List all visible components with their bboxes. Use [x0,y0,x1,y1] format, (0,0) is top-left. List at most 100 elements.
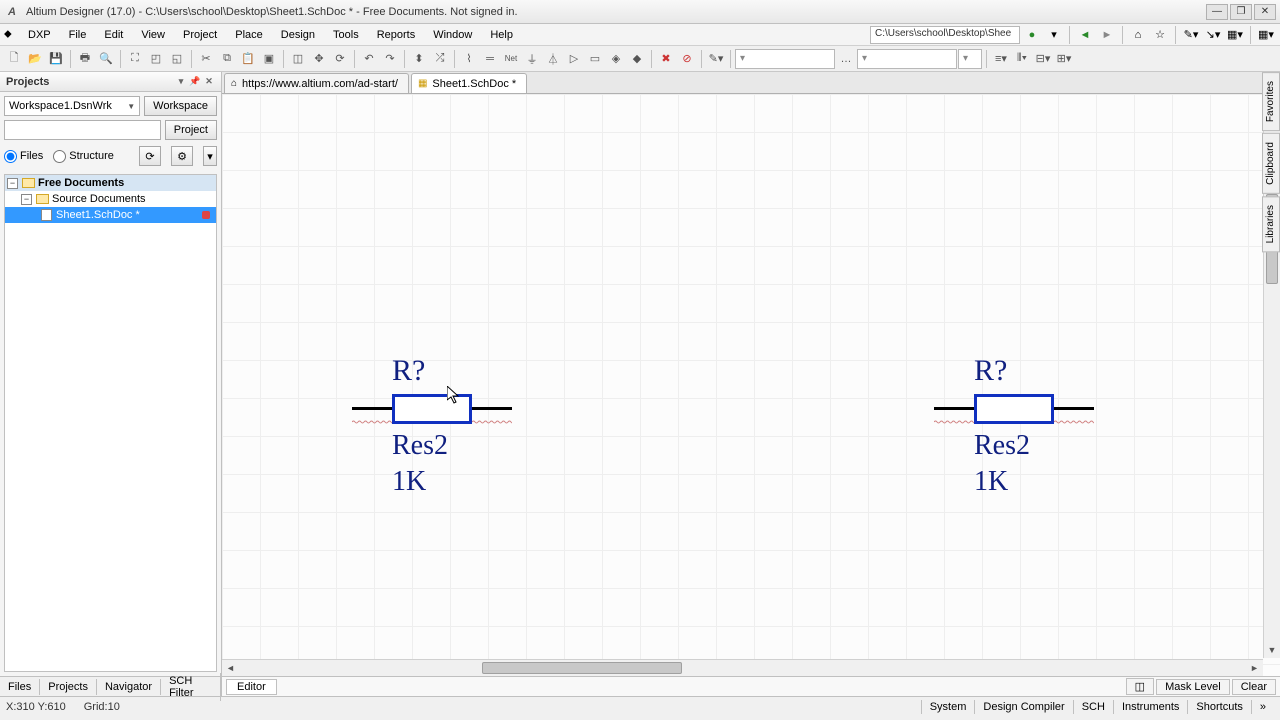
pencil-icon[interactable]: ✎▾ [1181,26,1201,44]
menu-design[interactable]: Design [273,27,323,43]
move-icon[interactable]: ✥ [309,49,329,69]
preview-icon[interactable]: 🔍 [96,49,116,69]
settings-icon[interactable]: ⚙ [171,146,193,166]
paste-icon[interactable]: 📋 [238,49,258,69]
resistor-designator[interactable]: R? [974,354,1007,388]
print-icon[interactable]: 🖶 [75,49,95,69]
sheet-icon[interactable]: ▭ [585,49,605,69]
status-tab-shortcuts[interactable]: Shortcuts [1187,700,1250,714]
stamp-icon[interactable]: ▣ [259,49,279,69]
scroll-down-icon[interactable]: ▼ [1264,641,1280,658]
resistor-body[interactable] [392,394,472,424]
filter-combo-2[interactable]: ▾ [857,49,957,69]
undo-icon[interactable]: ↶ [359,49,379,69]
menu-file[interactable]: File [61,27,95,43]
tab-navigator[interactable]: Navigator [97,679,161,695]
harness-icon[interactable]: ◆ [627,49,647,69]
tab-files[interactable]: Files [0,679,40,695]
menu-window[interactable]: Window [425,27,480,43]
status-tab-instruments[interactable]: Instruments [1113,700,1187,714]
menu-dxp[interactable]: DXP [20,27,59,43]
stop-button[interactable]: ▾ [1044,26,1064,44]
new-icon[interactable]: 🗋 [4,49,24,69]
status-tab-system[interactable]: System [921,700,975,714]
arrow-icon[interactable]: ↘▾ [1203,26,1223,44]
net-icon[interactable]: Net [501,49,521,69]
draw-icon[interactable]: ✎▾ [706,49,726,69]
panel-close-icon[interactable]: ✕ [203,76,215,88]
settings-dd-icon[interactable]: ▾ [203,146,217,166]
tab-libraries[interactable]: Libraries [1262,196,1280,252]
resistor-name[interactable]: Res2 [974,430,1030,462]
scroll-thumb[interactable] [482,662,682,674]
status-more-icon[interactable]: » [1251,700,1274,714]
resistor-body[interactable] [974,394,1054,424]
tab-favorites[interactable]: Favorites [1262,72,1280,131]
resistor-designator[interactable]: R? [392,354,425,388]
scroll-right-icon[interactable]: ► [1246,660,1263,676]
editor-tab[interactable]: Editor [226,679,277,695]
save-icon[interactable]: 💾 [46,49,66,69]
color-icon[interactable]: ▦▾ [1225,26,1245,44]
align-grid-icon[interactable]: ⊞▾ [1054,49,1074,69]
scroll-left-icon[interactable]: ◄ [222,660,239,676]
wire-icon[interactable]: ⌇ [459,49,479,69]
distribute-icon[interactable]: ⊟▾ [1033,49,1053,69]
resistor-value[interactable]: 1K [392,466,426,498]
zoom-fit-icon[interactable]: ⛶ [125,49,145,69]
more-icon[interactable]: … [836,49,856,69]
tree-root[interactable]: − Free Documents [5,175,216,191]
panel-pin-icon[interactable]: 📌 [189,76,201,88]
clear-button[interactable]: Clear [1232,679,1276,695]
zoom-area-icon[interactable]: ◰ [146,49,166,69]
align-top-icon[interactable]: ⫴▾ [1012,49,1032,69]
resistor-component[interactable]: R? Res2 1K [934,354,1104,514]
workspace-button[interactable]: Workspace [144,96,217,116]
radio-structure[interactable]: Structure [53,150,114,163]
menu-tools[interactable]: Tools [325,27,367,43]
horizontal-scrollbar[interactable]: ◄ ► [222,659,1263,676]
error-icon[interactable]: ⊘ [677,49,697,69]
rotate-icon[interactable]: ⟳ [330,49,350,69]
go-button[interactable]: ● [1022,26,1042,44]
part-icon[interactable]: ▷ [564,49,584,69]
grid-icon[interactable]: ▦▾ [1256,26,1276,44]
open-icon[interactable]: 📂 [25,49,45,69]
minimize-button[interactable]: — [1206,4,1228,20]
workspace-combo[interactable]: Workspace1.DsnWrk ▼ [4,96,140,116]
tree-toggle-icon[interactable]: − [21,194,32,205]
tab-sch-filter[interactable]: SCH Filter [161,673,221,701]
menu-edit[interactable]: Edit [96,27,131,43]
doc-tab-start[interactable]: ⌂ https://www.altium.com/ad-start/ [224,73,409,93]
fwd-button[interactable]: ► [1097,26,1117,44]
cross-icon[interactable]: ⤮ [430,49,450,69]
refresh-icon[interactable]: ⟳ [139,146,161,166]
close-button[interactable]: ✕ [1254,4,1276,20]
radio-files[interactable]: Files [4,150,43,163]
schematic-canvas[interactable]: R?Res21KR?Res21K ▲ ▼ ◄ ► [222,94,1280,676]
bus-icon[interactable]: ═ [480,49,500,69]
back-button[interactable]: ◄ [1075,26,1095,44]
filter-combo-1[interactable]: ▾ [735,49,835,69]
tree-toggle-icon[interactable]: − [7,178,18,189]
port-icon[interactable]: ◈ [606,49,626,69]
split-icon[interactable]: ◫ [1126,678,1154,695]
copy-icon[interactable]: ⧉ [217,49,237,69]
filter-combo-3[interactable]: ▾ [958,49,982,69]
redo-icon[interactable]: ↷ [380,49,400,69]
menu-project[interactable]: Project [175,27,225,43]
align-left-icon[interactable]: ≡▾ [991,49,1011,69]
vcc-icon[interactable]: ⏃ [543,49,563,69]
cut-icon[interactable]: ✂ [196,49,216,69]
resistor-value[interactable]: 1K [974,466,1008,498]
menu-place[interactable]: Place [227,27,271,43]
zoom-sel-icon[interactable]: ◱ [167,49,187,69]
menu-help[interactable]: Help [482,27,521,43]
tree-file[interactable]: Sheet1.SchDoc * [5,207,216,223]
path-input[interactable]: C:\Users\school\Desktop\Shee [870,26,1020,44]
tab-projects[interactable]: Projects [40,679,97,695]
menu-view[interactable]: View [133,27,173,43]
project-combo[interactable] [4,120,161,140]
project-button[interactable]: Project [165,120,217,140]
doc-tab-sheet[interactable]: ▦ Sheet1.SchDoc * [411,73,527,93]
